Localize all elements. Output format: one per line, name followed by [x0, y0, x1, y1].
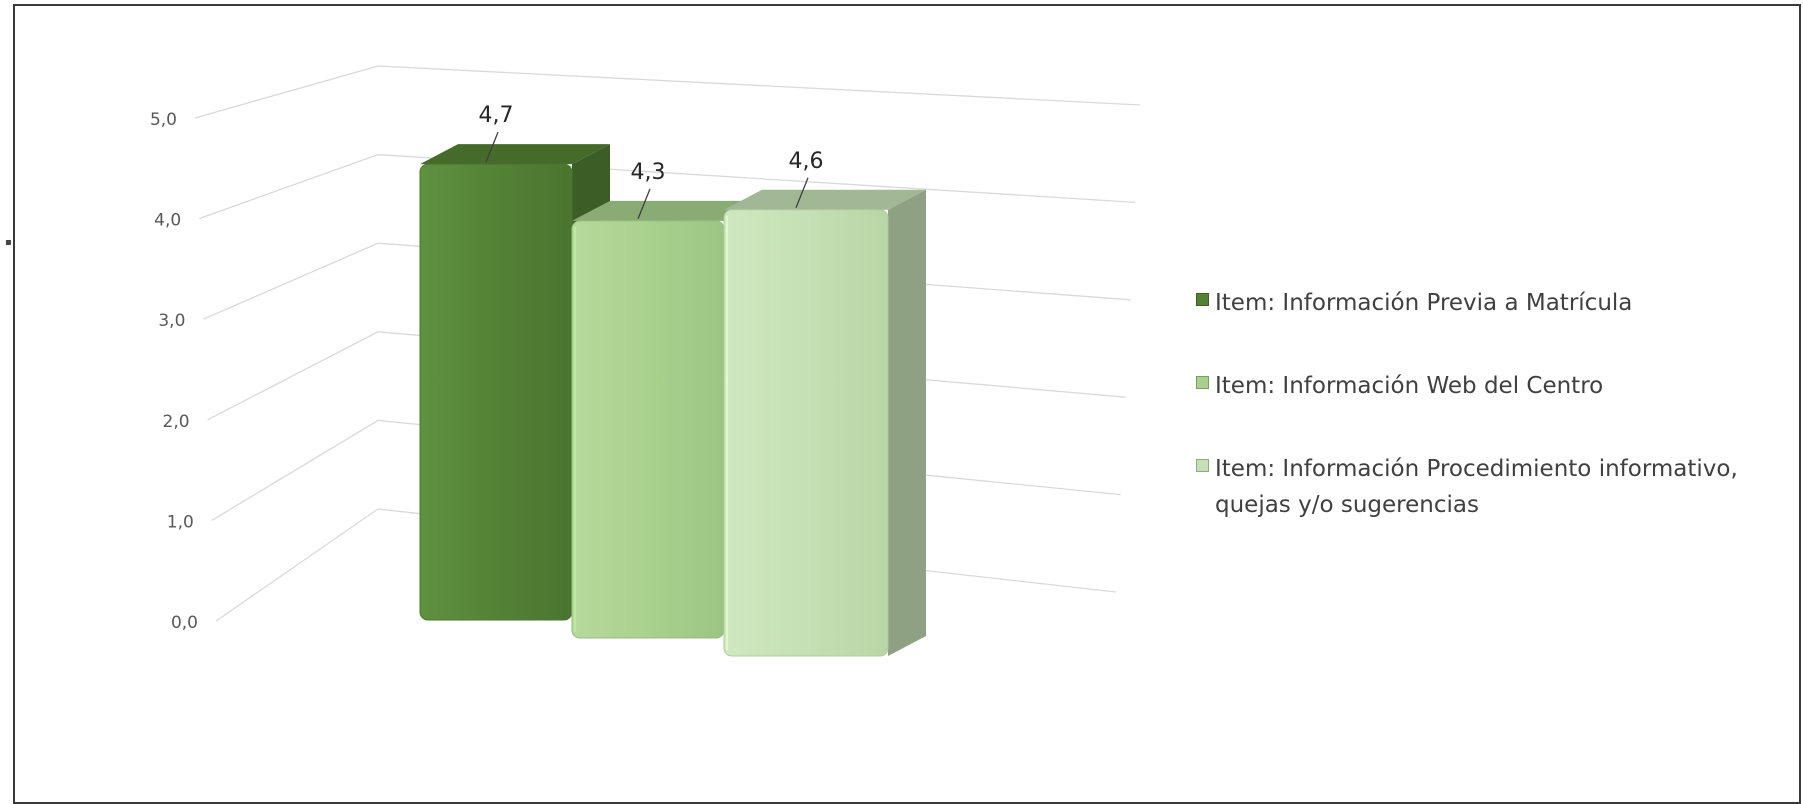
y-tick-label: 1,0 [167, 512, 194, 532]
axis-marker: ▪ [5, 237, 12, 248]
legend-swatch [1196, 293, 1209, 306]
leader-line [485, 131, 499, 163]
bar-side [888, 189, 926, 657]
y-tick-label: 5,0 [150, 110, 177, 130]
bar-front [723, 209, 889, 657]
y-tick-label: 0,0 [171, 613, 198, 633]
legend-label: Item: Información Procedimiento informat… [1215, 456, 1738, 518]
legend-label: Item: Información Previa a Matrícula [1215, 290, 1633, 316]
bar-top [572, 200, 762, 221]
y-tick-label: 3,0 [158, 311, 185, 331]
bar-top [724, 189, 926, 210]
legend-item: Item: Información Web del Centro [1196, 368, 1786, 404]
legend-label: Item: Información Web del Centro [1215, 373, 1604, 399]
legend-item: Item: Información Procedimiento informat… [1196, 451, 1786, 523]
y-tick-label: 4,0 [154, 211, 181, 231]
bar-front [419, 163, 573, 621]
legend-swatch [1196, 376, 1209, 389]
data-label: 4,6 [789, 149, 824, 174]
bar-front [571, 220, 725, 639]
leader-line [795, 177, 809, 209]
legend: Item: Información Previa a Matrícula Ite… [1196, 285, 1786, 570]
data-label: 4,3 [631, 160, 666, 185]
legend-swatch [1196, 459, 1209, 472]
bar-top [420, 144, 610, 165]
leader-line [637, 188, 651, 220]
gridline [198, 153, 1136, 220]
legend-item: Item: Información Previa a Matrícula [1196, 285, 1786, 321]
bar [723, 189, 926, 657]
gridline [194, 65, 1141, 119]
data-label: 4,7 [479, 103, 514, 128]
y-tick-label: 2,0 [163, 412, 190, 432]
